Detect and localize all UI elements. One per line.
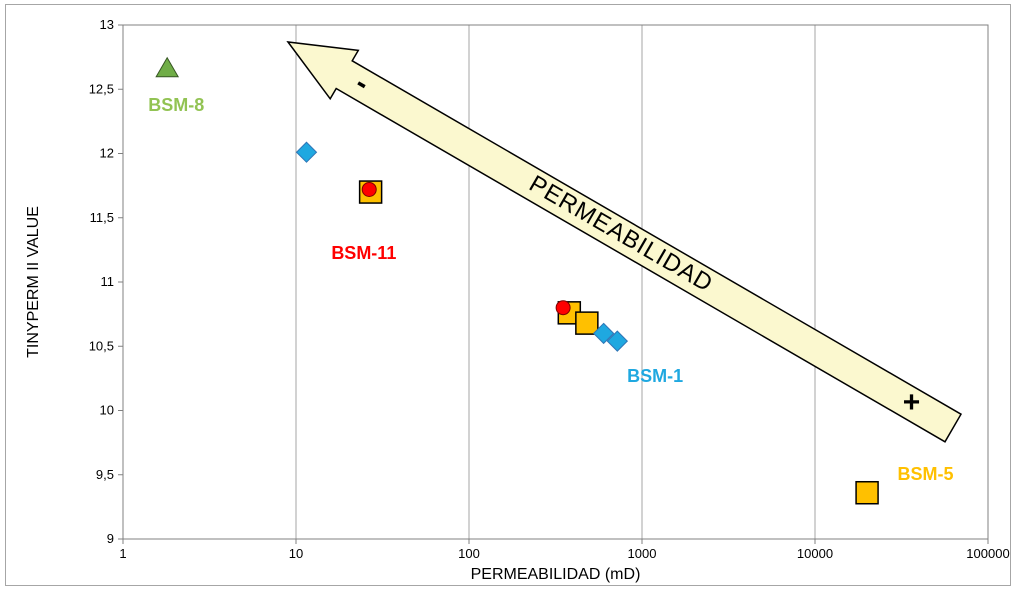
bsm-1-point: [295, 141, 318, 163]
y-tick-label: 12: [100, 146, 114, 161]
bsm-8-label: BSM-8: [148, 95, 204, 115]
bsm-11-label: BSM-11: [331, 243, 396, 263]
y-tick-label: 9: [107, 531, 114, 546]
arrow-plus-sign: +: [903, 386, 921, 419]
y-tick-label: 10: [100, 403, 114, 418]
arrow-label: PERMEABILIDAD: [524, 170, 717, 298]
y-tick-label: 11,5: [90, 210, 114, 225]
y-tick-label: 10,5: [89, 338, 114, 353]
y-tick-label: 12,5: [89, 81, 114, 96]
bsm-5-point: [575, 311, 599, 335]
y-tick-labels: 9 9,5 10 10,5 11 11,5 12 12,5 13: [89, 17, 114, 546]
gridlines: [118, 24, 989, 544]
bsm-1-point: [592, 322, 615, 345]
plot-area: [122, 24, 989, 540]
series-annotations: BSM-8 BSM-11 BSM-1 BSM-5: [148, 95, 953, 484]
data-points: [155, 56, 879, 505]
bsm-11-point: [361, 181, 377, 197]
x-tick-label: 100000: [966, 546, 1009, 561]
y-axis-title: TINYPERM II VALUE: [25, 206, 42, 358]
bsm-11-point: [555, 300, 571, 316]
y-tick-label: 11: [101, 274, 115, 289]
x-tick-label: 1000: [628, 546, 657, 561]
x-tick-label: 10: [289, 546, 303, 561]
chart-frame: [5, 4, 1011, 586]
bsm-1-label: BSM-1: [627, 366, 683, 386]
bsm-1-point: [606, 330, 629, 352]
bsm-5-label: BSM-5: [898, 464, 954, 484]
bsm-5-point: [855, 480, 879, 505]
x-tick-label: 100: [458, 546, 480, 561]
y-tick-label: 9,5: [96, 467, 114, 482]
x-axis-title: PERMEABILIDAD (mD): [471, 566, 641, 583]
y-tick-label: 13: [100, 17, 114, 32]
bsm-8-point: [155, 56, 180, 78]
arrow-shape: [286, 41, 963, 443]
x-tick-label: 10000: [797, 546, 833, 561]
x-tick-label: 1: [119, 546, 126, 561]
x-tick-labels: 1 10 100 1000 10000 100000: [119, 546, 1009, 561]
